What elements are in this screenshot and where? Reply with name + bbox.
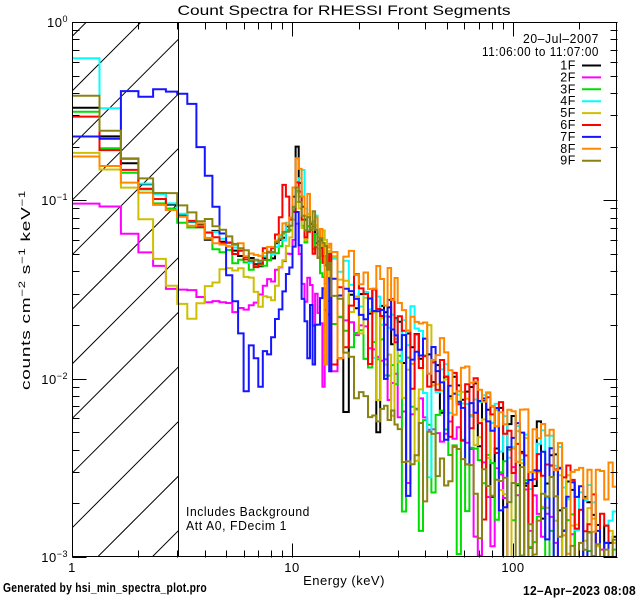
svg-text:8F: 8F [560,142,576,156]
svg-text:5F: 5F [560,106,576,120]
svg-text:Att A0, FDecim 1: Att A0, FDecim 1 [186,519,287,533]
svg-text:12–Apr–2023 08:08: 12–Apr–2023 08:08 [523,584,636,598]
svg-text:100: 100 [501,560,524,575]
svg-text:Energy (keV): Energy (keV) [303,573,385,588]
svg-text:1: 1 [68,560,76,575]
svg-text:100: 100 [47,14,68,30]
svg-text:10−3: 10−3 [41,549,68,565]
svg-text:9F: 9F [560,154,576,168]
svg-text:6F: 6F [560,118,576,132]
svg-text:Generated by hsi_min_spectra_p: Generated by hsi_min_spectra_plot.pro [3,581,207,595]
svg-text:20–Jul–2007: 20–Jul–2007 [523,32,599,46]
svg-text:Includes Background: Includes Background [186,505,310,519]
svg-text:counts cm−2 s−1 keV−1: counts cm−2 s−1 keV−1 [17,190,33,390]
svg-text:1F: 1F [560,59,576,73]
svg-text:4F: 4F [560,94,576,108]
svg-text:2F: 2F [560,70,576,84]
svg-text:10−2: 10−2 [41,371,68,387]
svg-text:10: 10 [284,560,299,575]
svg-text:11:06:00 to 11:07:00: 11:06:00 to 11:07:00 [482,45,599,59]
svg-text:7F: 7F [560,130,576,144]
svg-text:10−1: 10−1 [41,192,68,208]
svg-text:3F: 3F [560,82,576,96]
svg-text:Count Spectra for RHESSI Front: Count Spectra for RHESSI Front Segments [178,2,511,18]
